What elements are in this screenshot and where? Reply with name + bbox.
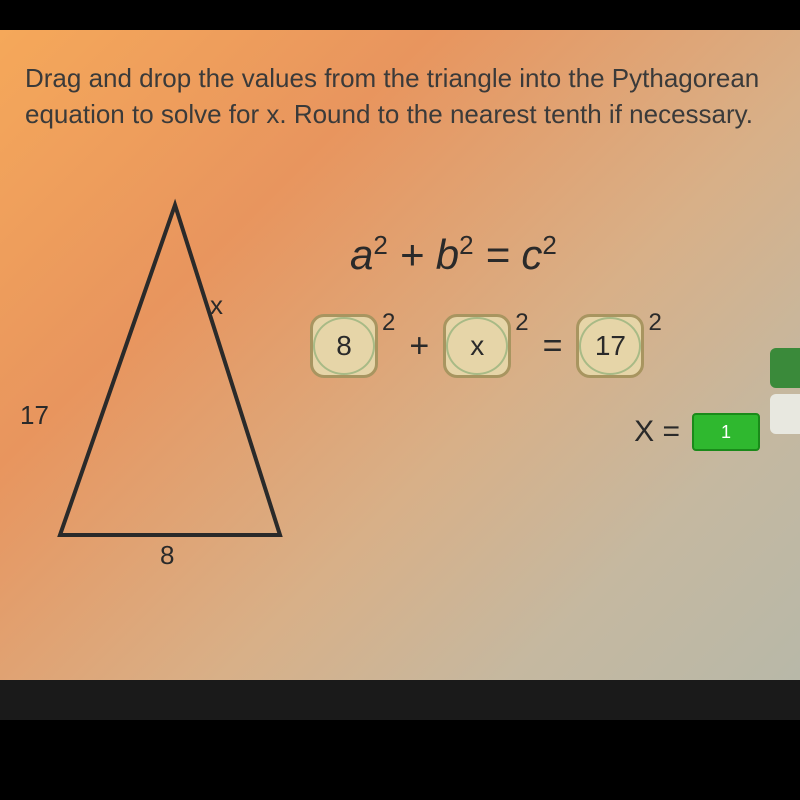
answer-row: X = 1 [310,413,790,451]
triangle-diagram: x 17 8 [30,190,310,570]
triangle-label-hypotenuse: x [210,290,223,321]
triangle-label-bottom: 8 [160,540,174,571]
triangle-label-left: 17 [20,400,49,431]
bottom-bar [0,680,800,720]
screen-container: Drag and drop the values from the triang… [0,0,800,800]
instruction-text: Drag and drop the values from the triang… [25,60,775,133]
triangle-svg [30,190,310,570]
exp-a: 2 [373,230,387,260]
exp-c: 2 [542,230,556,260]
answer-label: X = [634,415,680,449]
var-a: a [350,231,373,278]
check-button[interactable] [770,348,800,388]
pythagorean-formula: a2 + b2 = c2 [310,230,790,279]
exp-b: 2 [459,230,473,260]
exercise-panel: Drag and drop the values from the triang… [0,30,800,680]
var-c: c [521,231,542,278]
slot-b-exponent: 2 [515,309,528,337]
equation-area: a2 + b2 = c2 8 2 + x 2 = 17 2 X = 1 [310,230,790,451]
equals-operator: = [543,327,563,366]
side-controls [770,348,800,438]
reset-button[interactable] [770,394,800,434]
fill-equation-row: 8 2 + x 2 = 17 2 [310,314,790,378]
slot-a-exponent: 2 [382,309,395,337]
drop-slot-b[interactable]: x [443,314,511,378]
answer-input[interactable]: 1 [692,413,760,451]
plus-operator: + [409,327,429,366]
drop-slot-c[interactable]: 17 [576,314,644,378]
var-b: b [436,231,459,278]
plus-sign: + [400,231,425,278]
triangle-shape [60,205,280,535]
equals-sign: = [485,231,510,278]
drop-slot-a[interactable]: 8 [310,314,378,378]
slot-c-exponent: 2 [648,309,661,337]
